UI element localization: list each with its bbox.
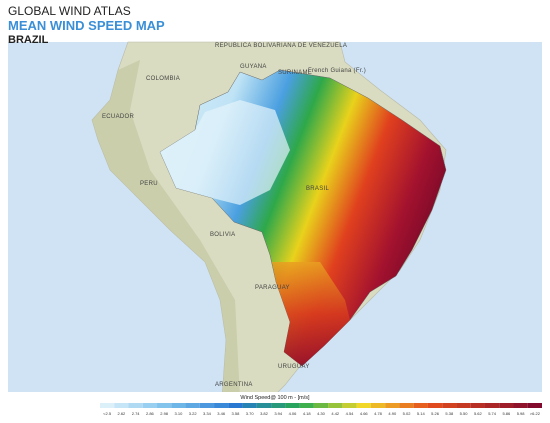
legend-label: 3.58 <box>232 411 241 416</box>
legend-label: 3.22 <box>189 411 198 416</box>
country-label: GUYANA <box>240 64 267 70</box>
legend-swatch <box>199 403 215 408</box>
legend-label: 3.46 <box>217 411 226 416</box>
legend-label: 2.74 <box>132 411 141 416</box>
legend-swatch <box>185 403 200 408</box>
legend-swatch <box>299 403 314 408</box>
legend-swatch <box>385 403 400 408</box>
header-subtitle: MEAN WIND SPEED MAP <box>8 18 165 33</box>
legend-swatch <box>470 403 485 408</box>
legend-label: 2.98 <box>160 411 169 416</box>
country-label: BRASIL <box>306 186 330 192</box>
legend-label: 5.50 <box>460 411 469 416</box>
country-label: SURINAME <box>278 70 312 76</box>
country-label: ECUADOR <box>102 114 134 120</box>
country-label: REPUBLICA BOLIVARIANA DE VENEZUELA <box>215 43 347 49</box>
legend-swatch <box>214 403 229 408</box>
legend-swatch <box>157 403 172 408</box>
legend-label: 5.38 <box>445 411 454 416</box>
legend-label: 5.86 <box>502 411 511 416</box>
legend-swatch <box>484 403 500 408</box>
legend-label: 3.70 <box>246 411 255 416</box>
legend-label: 5.74 <box>488 411 497 416</box>
legend-label: 3.10 <box>175 411 184 416</box>
legend-swatch <box>370 403 386 408</box>
country-label: URUGUAY <box>278 364 310 370</box>
legend-swatch <box>313 403 329 408</box>
brazil-south-wind <box>272 262 350 366</box>
legend-label: 3.34 <box>203 411 212 416</box>
legend-label: 4.90 <box>388 411 397 416</box>
legend-label: 5.02 <box>403 411 412 416</box>
legend: <2.5 2.62 2.74 2.86 2.98 3.10 3.22 3.34 3.46 3.58… <box>100 403 542 416</box>
legend-label: 4.18 <box>303 411 312 416</box>
legend-swatch <box>399 403 414 408</box>
legend-swatch <box>100 403 115 408</box>
legend-swatch <box>128 403 143 408</box>
country-label: COLOMBIA <box>146 76 180 82</box>
legend-swatch <box>142 403 158 408</box>
legend-swatch <box>527 403 542 408</box>
legend-swatch <box>256 403 272 408</box>
header-country: BRAZIL <box>8 34 49 46</box>
legend-swatch <box>356 403 371 408</box>
andes <box>92 60 240 398</box>
legend-label: 5.98 <box>517 411 526 416</box>
legend-swatch <box>499 403 514 408</box>
legend-swatch <box>442 403 457 408</box>
legend-label: 4.54 <box>346 411 355 416</box>
legend-label: 4.06 <box>289 411 298 416</box>
amazon-low-wind <box>160 100 290 205</box>
legend-label: 3.82 <box>260 411 269 416</box>
legend-swatch <box>271 403 286 408</box>
legend-label: 4.42 <box>331 411 340 416</box>
legend-swatch <box>228 403 243 408</box>
legend-label: >6.22 <box>530 411 541 416</box>
country-label: BOLIVIA <box>210 232 235 238</box>
legend-label: 2.62 <box>117 411 126 416</box>
legend-swatch <box>171 403 186 408</box>
legend-background <box>8 392 542 400</box>
legend-label: 5.62 <box>474 411 483 416</box>
legend-label: 2.86 <box>146 411 155 416</box>
legend-swatch <box>456 403 471 408</box>
legend-label: 5.26 <box>431 411 440 416</box>
legend-label: 4.66 <box>360 411 369 416</box>
country-label: PERU <box>140 181 158 187</box>
country-label: ARGENTINA <box>215 382 253 388</box>
legend-swatch <box>114 403 129 408</box>
legend-label: 4.78 <box>374 411 383 416</box>
legend-swatch <box>513 403 528 408</box>
legend-label: <2.5 <box>103 411 112 416</box>
legend-swatch <box>285 403 300 408</box>
country-label: French Guiana (Fr.) <box>308 68 366 74</box>
legend-label: 4.30 <box>317 411 326 416</box>
legend-label: 3.94 <box>274 411 283 416</box>
legend-swatch <box>328 403 343 408</box>
legend-swatch <box>242 403 257 408</box>
legend-title: Wind Speed@ 100 m - [m/s] <box>240 395 310 401</box>
header-title: GLOBAL WIND ATLAS <box>8 4 131 18</box>
country-label: PARAGUAY <box>255 285 290 291</box>
legend-swatch <box>413 403 428 408</box>
legend-swatch <box>427 403 443 408</box>
legend-label: 5.14 <box>417 411 426 416</box>
legend-swatch <box>342 403 357 408</box>
